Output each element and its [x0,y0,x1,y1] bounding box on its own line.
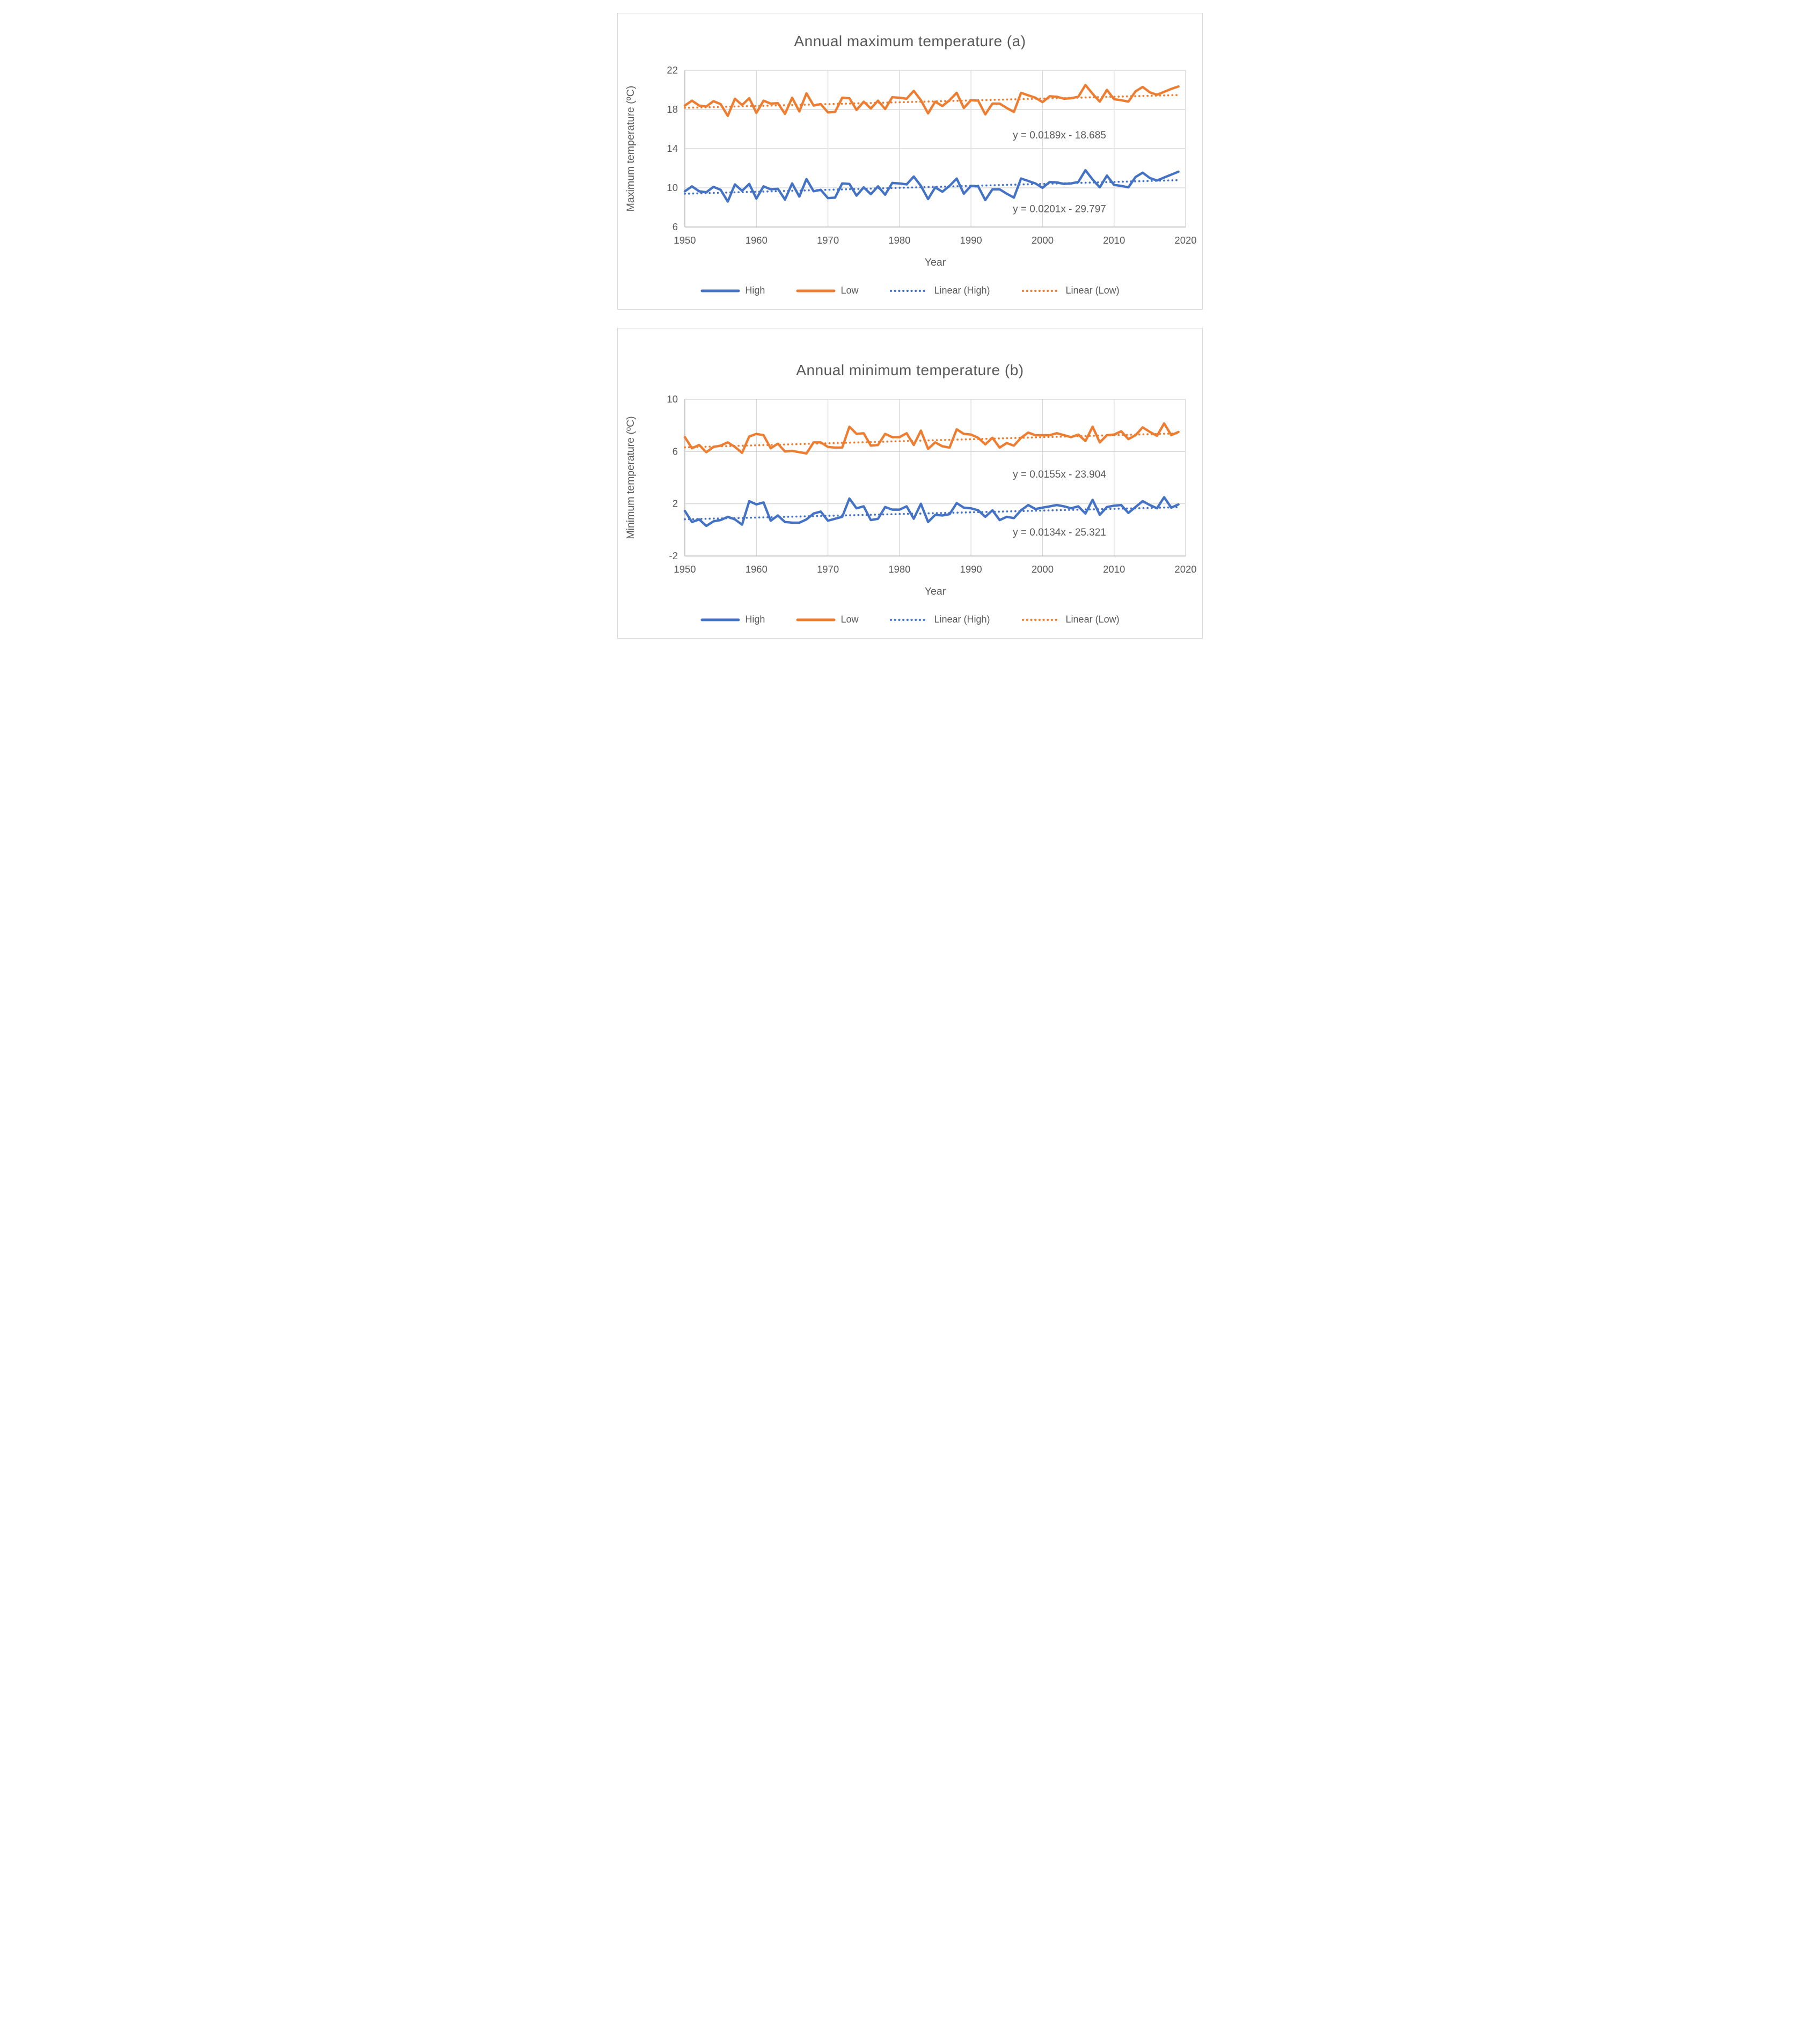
x-tick-label: 2010 [1103,563,1125,575]
x-tick-label: 2010 [1103,235,1125,246]
legend-swatch-linear-high [890,618,929,621]
x-tick-label: 1950 [674,563,696,575]
legend-swatch-high [700,618,740,621]
axis-lines [684,399,1186,557]
chart-svg: 6 10 14 18 22 1950 1960 1970 1980 1990 2000 2010 202… [625,64,1197,268]
y-tick-label: -2 [669,550,678,561]
x-tick-label: 1970 [817,563,839,575]
equation-linear-low: y = 0.0189x - 18.685 [1013,130,1106,141]
y-axis-title: Minimum temperature (ºC) [625,416,637,539]
legend-label-low: Low [840,614,859,625]
y-tick-label: 10 [667,393,678,405]
chart-title-max: Annual maximum temperature (a) [794,33,1026,49]
series-linear-low-trendline [684,94,1180,109]
tick-labels: -2 2 6 10 1950 1960 1970 1980 1990 2000 2010 2020 [667,393,1196,575]
y-axis-title: Maximum temperature (ºC) [625,86,637,212]
legend-label-linear-low: Linear (Low) [1065,614,1120,625]
x-tick-label: 1970 [817,235,839,246]
y-tick-label: 10 [667,182,678,193]
x-tick-label: 1980 [888,563,910,575]
gridlines [684,399,1186,557]
series-linear-high-trendline [684,506,1180,521]
x-tick-label: 1950 [674,235,696,246]
chart-panel-max-temperature: Annual maximum temperature (a) 6 10 14 18 22… [617,13,1203,310]
axis-lines [684,70,1186,228]
equation-linear-high: y = 0.0134x - 25.321 [1013,527,1106,538]
y-tick-label: 6 [673,221,678,232]
x-tick-label: 1960 [745,235,768,246]
x-tick-label: 2020 [1174,235,1196,246]
y-tick-label: 2 [673,498,678,509]
legend-label-linear-low: Linear (Low) [1065,285,1120,296]
legend-swatch-linear-low [1021,618,1061,621]
legend-swatch-linear-low [1021,289,1061,292]
series-linear-low-trendline [684,432,1180,449]
x-tick-label: 2000 [1032,235,1054,246]
legend-item-linear-high: Linear (High) [889,614,990,625]
legend-item-linear-low: Linear (Low) [1021,614,1120,625]
series-low-line [683,84,1180,118]
legend-swatch-low [796,289,836,292]
chart-plot-min: -2 2 6 10 1950 1960 1970 1980 1990 2000 2010 2020 Mi… [618,384,1202,612]
y-tick-label: 14 [667,143,678,154]
series-high-line [683,169,1180,203]
x-tick-label: 2020 [1174,563,1196,575]
legend-item-linear-high: Linear (High) [889,285,990,296]
y-tick-label: 6 [673,445,678,457]
x-tick-label: 1960 [745,563,768,575]
y-tick-label: 18 [667,104,678,115]
legend-label-high: High [745,614,765,625]
y-tick-label: 22 [667,64,678,76]
x-tick-label: 1980 [888,235,910,246]
legend-swatch-linear-high [890,289,929,292]
series-high-line [683,496,1180,528]
legend-item-high: High [700,285,765,296]
chart-panel-min-temperature: Annual minimum temperature (b) -2 2 6 10 195… [617,328,1203,639]
legend-swatch-low [796,618,836,621]
figure-page: Annual maximum temperature (a) 6 10 14 18 22… [606,0,1214,673]
chart-svg: -2 2 6 10 1950 1960 1970 1980 1990 2000 2010 2020 Mi… [625,393,1197,597]
legend-label-low: Low [840,285,859,296]
chart-title-min: Annual minimum temperature (b) [796,362,1024,378]
x-tick-label: 2000 [1032,563,1054,575]
equation-linear-low: y = 0.0155x - 23.904 [1013,469,1106,480]
series-linear-high-trendline [684,179,1180,195]
chart-legend-min: High Low Linear (High) Linear (Low) [618,614,1202,625]
equation-linear-high: y = 0.0201x - 29.797 [1013,203,1106,215]
legend-item-low: Low [796,614,858,625]
x-tick-label: 1990 [960,235,982,246]
series-low-line [683,422,1180,455]
x-axis-title: Year [925,585,946,597]
legend-item-linear-low: Linear (Low) [1021,285,1120,296]
x-tick-label: 1990 [960,563,982,575]
legend-label-high: High [745,285,765,296]
legend-label-linear-high: Linear (High) [934,614,990,625]
tick-labels: 6 10 14 18 22 1950 1960 1970 1980 1990 2000 2010 202… [667,64,1196,246]
chart-legend-max: High Low Linear (High) Linear (Low) [618,285,1202,296]
chart-plot-max: 6 10 14 18 22 1950 1960 1970 1980 1990 2000 2010 202… [618,55,1202,283]
legend-item-high: High [700,614,765,625]
legend-label-linear-high: Linear (High) [934,285,990,296]
legend-item-low: Low [796,285,858,296]
legend-swatch-high [700,289,740,292]
x-axis-title: Year [925,257,946,268]
